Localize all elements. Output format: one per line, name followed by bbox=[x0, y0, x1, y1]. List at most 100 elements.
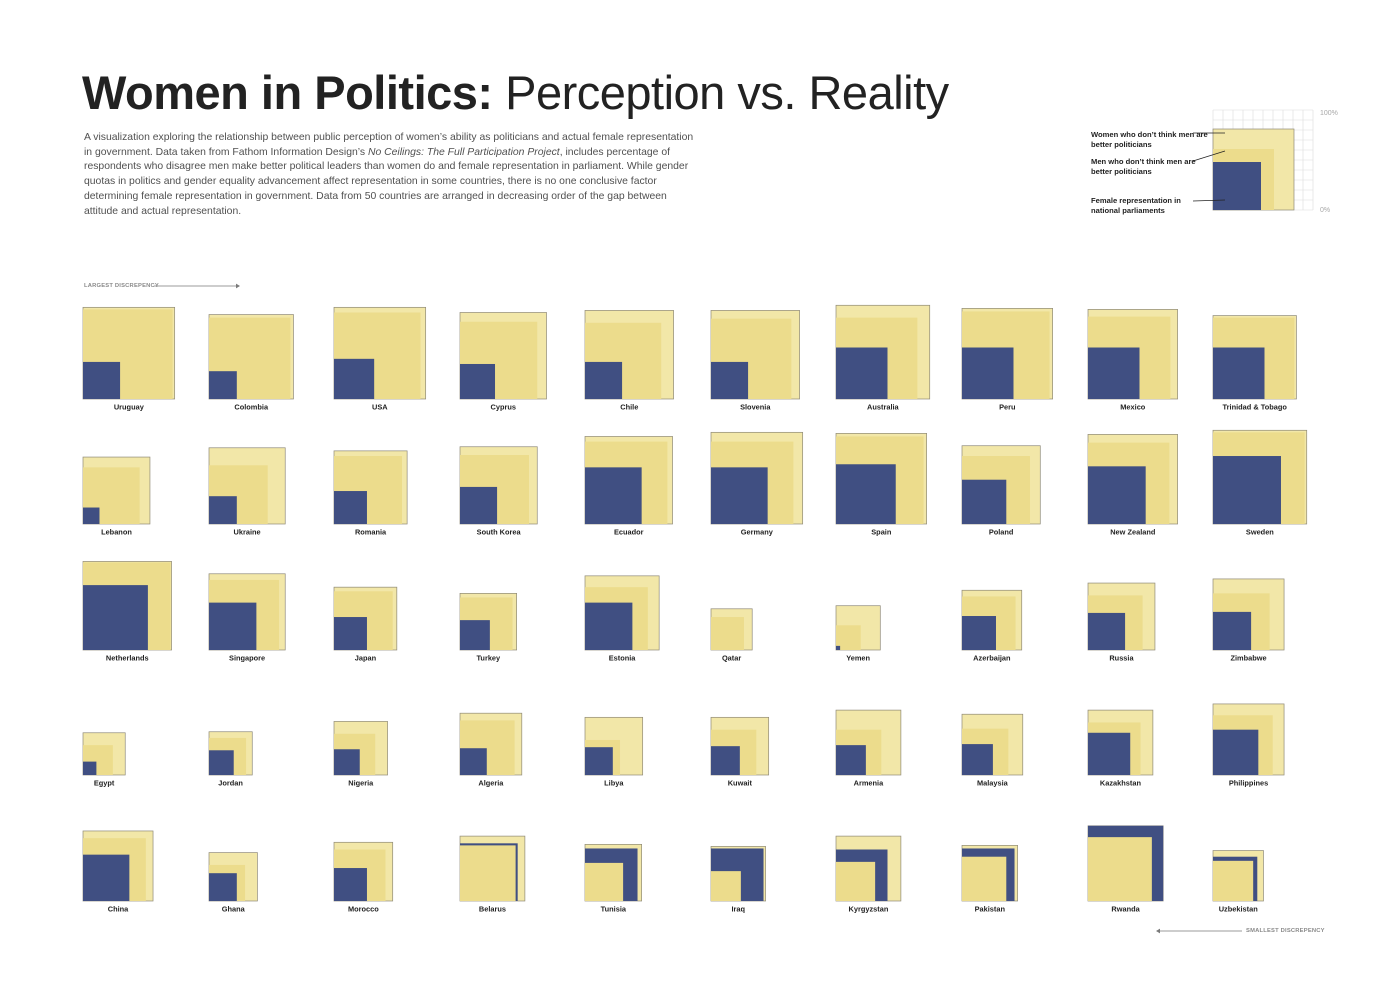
country-label: Slovenia bbox=[740, 403, 771, 412]
description: A visualization exploring the relationsh… bbox=[84, 131, 696, 219]
largest-discrepancy-arrow bbox=[154, 283, 240, 289]
country-label: Libya bbox=[604, 779, 624, 788]
country-label: Uzbekistan bbox=[1219, 905, 1259, 914]
country-china: China bbox=[82, 830, 154, 914]
country-trinidad-and-tobago: Trinidad & Tobago bbox=[1212, 315, 1297, 412]
country-label: Australia bbox=[867, 403, 900, 412]
country-mexico: Mexico bbox=[1087, 309, 1178, 412]
country-label: Iraq bbox=[732, 905, 746, 914]
parliament-square bbox=[711, 361, 749, 399]
country-label: Trinidad & Tobago bbox=[1223, 403, 1288, 412]
country-label: Belarus bbox=[479, 905, 506, 914]
title-light: Perception vs. Reality bbox=[492, 66, 949, 119]
country-label: USA bbox=[372, 403, 388, 412]
parliament-square bbox=[962, 616, 996, 650]
country-label: Spain bbox=[871, 528, 892, 537]
parliament-square bbox=[962, 744, 993, 775]
parliament-square bbox=[836, 745, 866, 775]
country-kazakhstan: Kazakhstan bbox=[1087, 709, 1154, 788]
parliament-square bbox=[83, 585, 148, 650]
country-netherlands: Netherlands bbox=[82, 561, 172, 663]
country-estonia: Estonia bbox=[584, 575, 660, 663]
description-before: A visualization exploring the relationsh… bbox=[84, 132, 694, 158]
country-nigeria: Nigeria bbox=[333, 721, 388, 788]
country-belarus: Belarus bbox=[459, 835, 526, 914]
parliament-square bbox=[1088, 732, 1131, 775]
country-label: Sweden bbox=[1246, 528, 1274, 537]
country-ghana: Ghana bbox=[208, 852, 258, 914]
country-cyprus: Cyprus bbox=[459, 312, 547, 412]
parliament-square bbox=[209, 873, 237, 901]
country-spain: Spain bbox=[835, 433, 927, 537]
parliament-square bbox=[460, 620, 490, 650]
country-lebanon: Lebanon bbox=[82, 456, 151, 537]
parliament-square bbox=[460, 486, 498, 524]
country-label: Azerbaijan bbox=[973, 654, 1011, 663]
men-square-overlay bbox=[1088, 837, 1152, 901]
parliament-square bbox=[209, 496, 237, 524]
country-label: Mexico bbox=[1120, 403, 1146, 412]
page-title: Women in Politics: Perception vs. Realit… bbox=[82, 64, 949, 122]
country-label: Malaysia bbox=[977, 779, 1009, 788]
country-label: Japan bbox=[355, 654, 377, 663]
men-square-overlay bbox=[836, 861, 876, 901]
country-label: Philippines bbox=[1229, 779, 1268, 788]
country-pakistan: Pakistan bbox=[961, 845, 1018, 914]
men-square-overlay bbox=[711, 871, 741, 901]
country-label: Pakistan bbox=[975, 905, 1006, 914]
country-label: Armenia bbox=[854, 779, 884, 788]
country-japan: Japan bbox=[333, 586, 398, 663]
largest-discrepancy-label: LARGEST DISCREPENCY bbox=[84, 283, 159, 289]
parliament-square bbox=[962, 347, 1014, 399]
parliament-square bbox=[209, 750, 234, 775]
country-label: Cyprus bbox=[491, 403, 516, 412]
country-romania: Romania bbox=[333, 450, 408, 537]
country-label: Jordan bbox=[218, 779, 243, 788]
country-label: Turkey bbox=[476, 654, 501, 663]
country-qatar: Qatar bbox=[710, 608, 753, 663]
country-label: Kyrgyzstan bbox=[849, 905, 889, 914]
country-label: Rwanda bbox=[1111, 905, 1140, 914]
country-label: China bbox=[108, 905, 129, 914]
country-kuwait: Kuwait bbox=[710, 716, 770, 788]
parliament-square bbox=[585, 747, 613, 775]
country-label: Netherlands bbox=[106, 654, 149, 663]
country-label: Egypt bbox=[94, 779, 115, 788]
country-russia: Russia bbox=[1087, 582, 1156, 663]
legend-graphic bbox=[1192, 109, 1314, 211]
smallest-discrepancy-arrow bbox=[1156, 928, 1242, 934]
country-morocco: Morocco bbox=[333, 841, 394, 914]
parliament-square bbox=[334, 617, 367, 650]
legend-tick-0: 0% bbox=[1320, 207, 1331, 214]
country-label: Tunisia bbox=[601, 905, 627, 914]
country-label: Yemen bbox=[846, 654, 870, 663]
country-label: New Zealand bbox=[1110, 528, 1156, 537]
country-uruguay: Uruguay bbox=[82, 306, 176, 412]
country-zimbabwe: Zimbabwe bbox=[1212, 578, 1285, 663]
description-after: , includes percentage of respondents who… bbox=[84, 146, 689, 217]
country-label: Singapore bbox=[229, 654, 265, 663]
parliament-square bbox=[836, 347, 888, 399]
country-label: Estonia bbox=[609, 654, 637, 663]
country-label: Poland bbox=[989, 528, 1014, 537]
parliament-square bbox=[83, 507, 100, 524]
parliament-square bbox=[83, 761, 97, 775]
country-libya: Libya bbox=[584, 716, 644, 788]
country-colombia: Colombia bbox=[208, 314, 294, 412]
parliament-square bbox=[1088, 612, 1126, 650]
parliament-square bbox=[334, 491, 367, 524]
country-algeria: Algeria bbox=[459, 712, 523, 788]
parliament-square bbox=[209, 602, 257, 650]
country-label: Peru bbox=[999, 403, 1016, 412]
legend-tick-100: 100% bbox=[1320, 110, 1338, 117]
legend: Women who don’t think men are better pol… bbox=[1080, 100, 1380, 230]
parliament-square bbox=[83, 854, 130, 901]
legend-label-parliament: Female representation in national parlia… bbox=[1091, 196, 1181, 215]
title-bold: Women in Politics: bbox=[82, 66, 493, 119]
parliament-square bbox=[1213, 611, 1252, 650]
country-label: Colombia bbox=[234, 403, 269, 412]
country-ukraine: Ukraine bbox=[208, 447, 286, 537]
parliament-square bbox=[711, 467, 768, 524]
country-ecuador: Ecuador bbox=[584, 436, 673, 537]
parliament-square bbox=[334, 749, 360, 775]
